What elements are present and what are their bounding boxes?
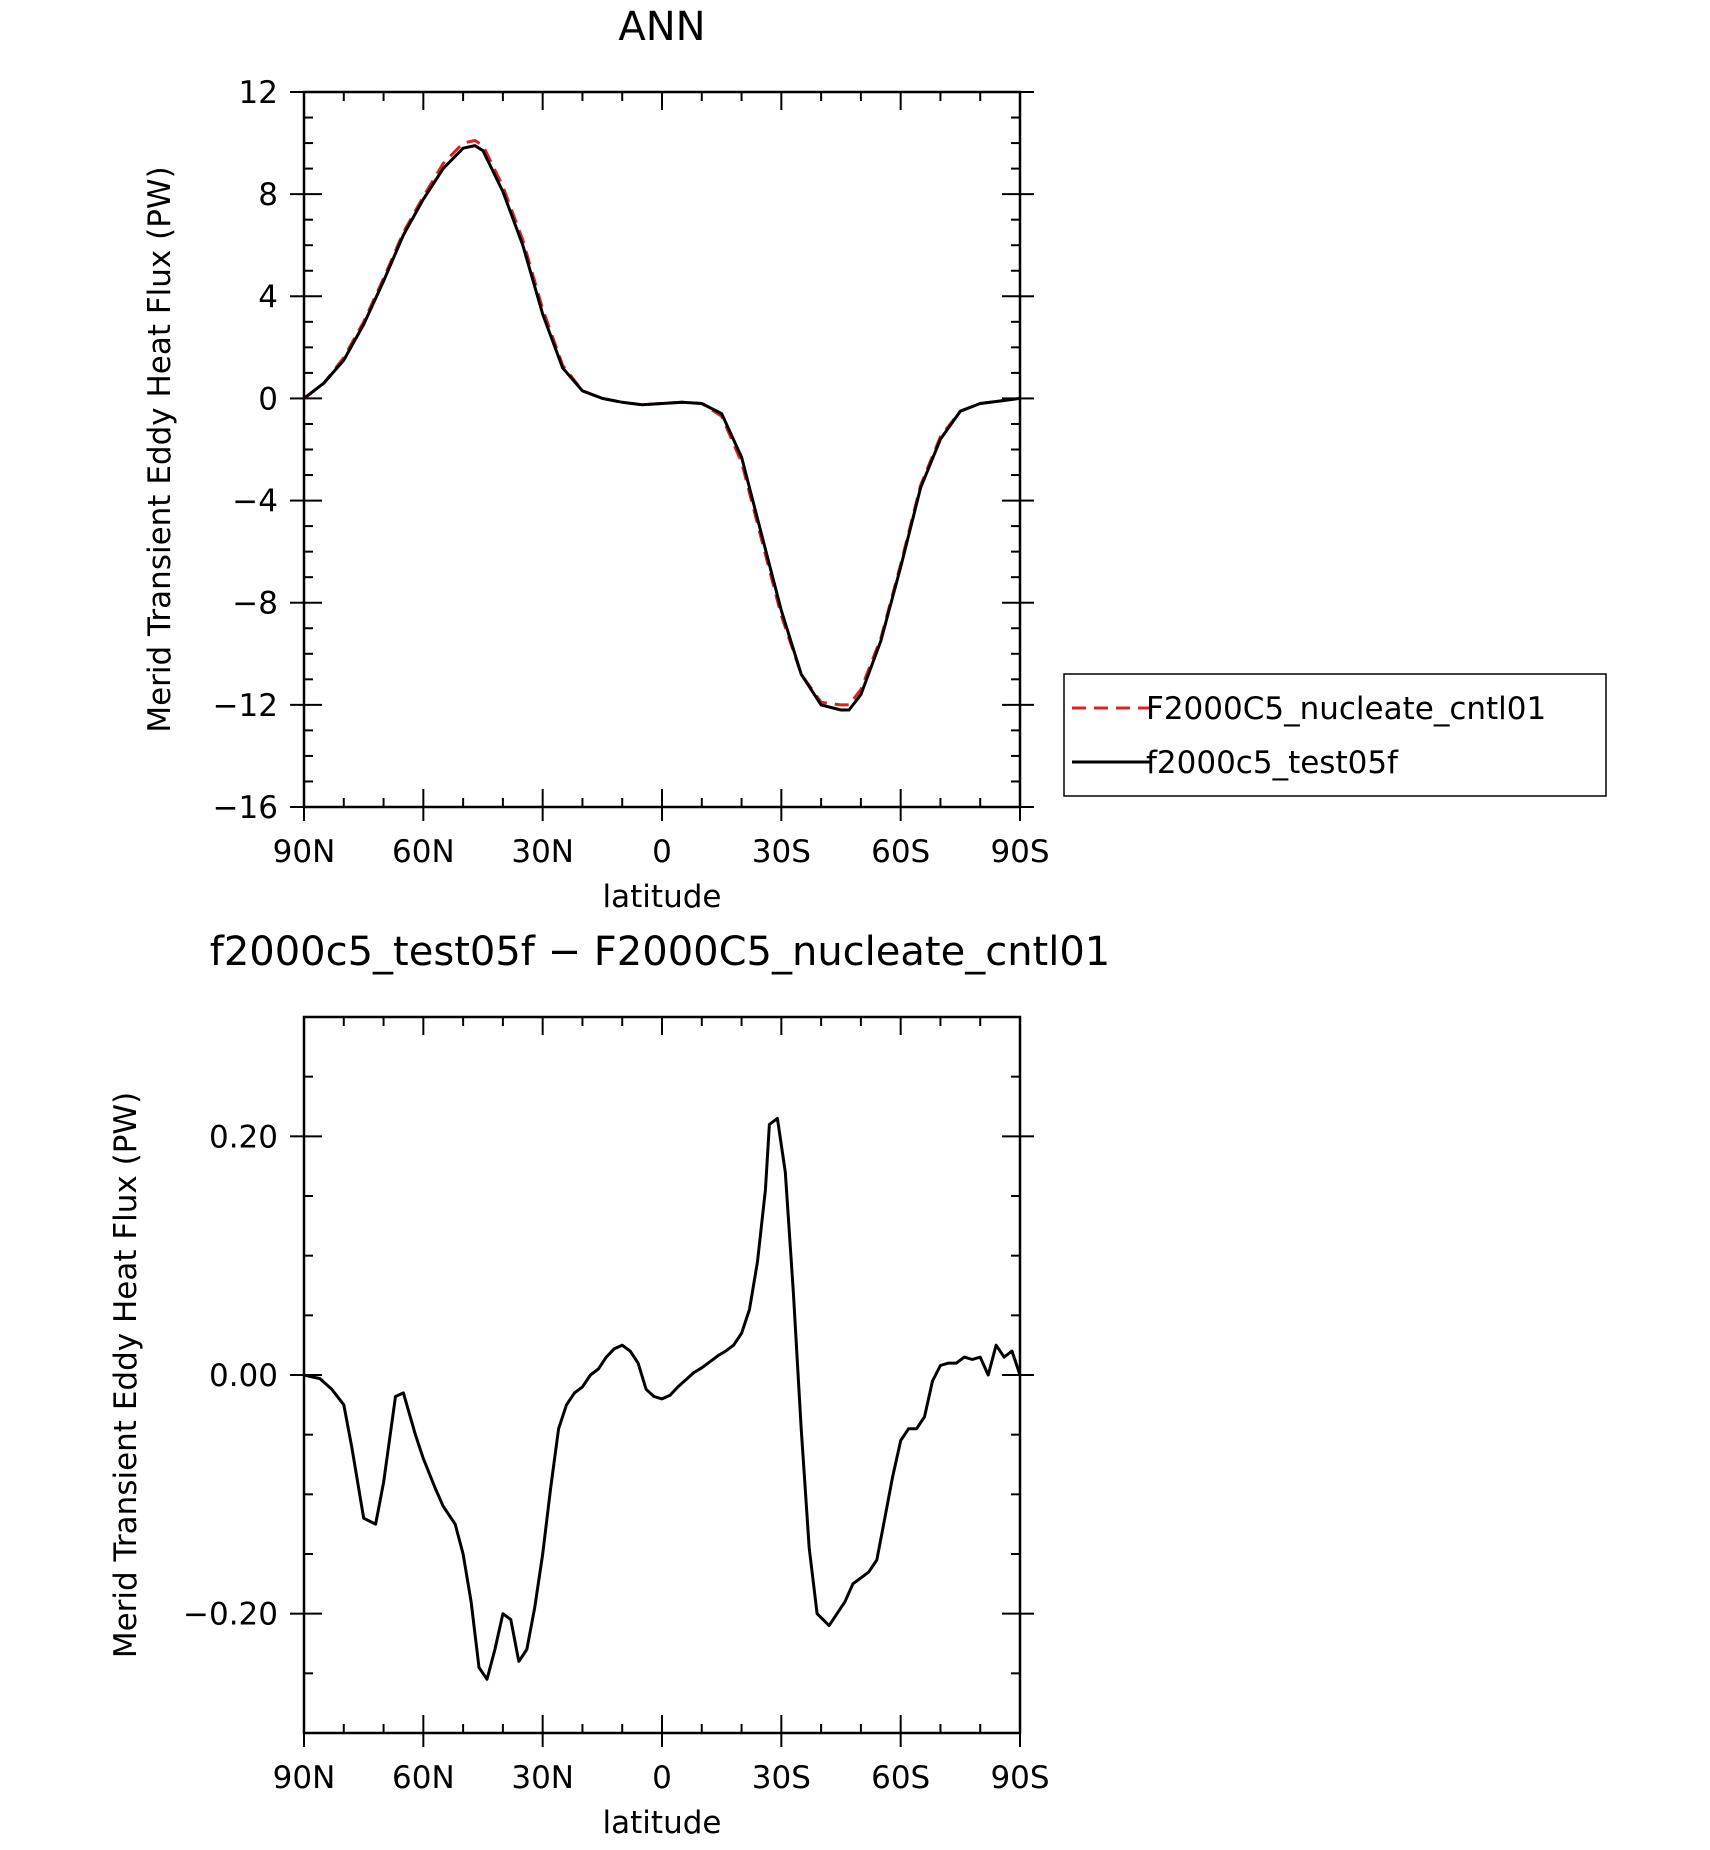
y-tick-label: −8 — [232, 586, 278, 622]
series-line-0 — [303, 1116, 1022, 1681]
x-tick-label: 0 — [652, 1760, 672, 1796]
top-x-axis-label: latitude — [603, 879, 722, 915]
bottom-y-axis-label: Merid Transient Eddy Heat Flux (PW) — [108, 1092, 144, 1658]
x-tick-label: 60S — [871, 834, 930, 870]
bottom-chart-marks: 90N 60N 30N 0 30S 60S 90S 0.20 0.00 −0.20 — [183, 1015, 1050, 1796]
x-tick-label: 0 — [652, 834, 672, 870]
legend-entry-test05f: f2000c5_test05f — [1146, 745, 1399, 781]
x-tick-label: 30N — [511, 1760, 574, 1796]
legend-entry-cntl01: F2000C5_nucleate_cntl01 — [1146, 691, 1546, 727]
x-tick-label: 30S — [752, 1760, 811, 1796]
y-tick-label: −12 — [213, 688, 278, 724]
x-tick-label: 60S — [871, 1760, 930, 1796]
legend-box — [1063, 673, 1607, 797]
x-tick-label: 90S — [990, 834, 1049, 870]
y-tick-label: −4 — [232, 484, 278, 520]
top-chart: ANN 90N 60N 30N 0 30S 60S 90S 12 8 4 0 −4 −8 −12 −16 l… — [142, 4, 1050, 915]
x-tick-label: 90S — [990, 1760, 1049, 1796]
y-tick-label: 0.00 — [209, 1358, 278, 1394]
x-tick-label: 90N — [273, 834, 336, 870]
bottom-x-axis-label: latitude — [603, 1805, 722, 1841]
y-tick-label: 4 — [258, 279, 278, 315]
y-tick-label: −0.20 — [183, 1597, 278, 1633]
top-y-axis-label: Merid Transient Eddy Heat Flux (PW) — [142, 166, 178, 732]
y-tick-label: 0 — [258, 381, 278, 417]
y-tick-label: 8 — [258, 177, 278, 213]
y-tick-label: 0.20 — [209, 1119, 278, 1155]
x-tick-label: 30N — [511, 834, 574, 870]
y-tick-label: −16 — [213, 790, 278, 826]
x-tick-label: 30S — [752, 834, 811, 870]
top-chart-title: ANN — [618, 4, 705, 50]
series-line-1 — [303, 144, 1021, 712]
y-tick-label: 12 — [239, 75, 278, 111]
top-chart-marks: 90N 60N 30N 0 30S 60S 90S 12 8 4 0 −4 −8 −12 −16 — [213, 75, 1050, 870]
x-tick-label: 90N — [273, 1760, 336, 1796]
bottom-chart: f2000c5_test05f − F2000C5_nucleate_cntl0… — [108, 929, 1110, 1841]
x-tick-label: 60N — [392, 1760, 455, 1796]
bottom-chart-title: f2000c5_test05f − F2000C5_nucleate_cntl0… — [210, 929, 1111, 975]
x-tick-label: 60N — [392, 834, 455, 870]
legend: F2000C5_nucleate_cntl01 f2000c5_test05f — [1063, 673, 1607, 797]
